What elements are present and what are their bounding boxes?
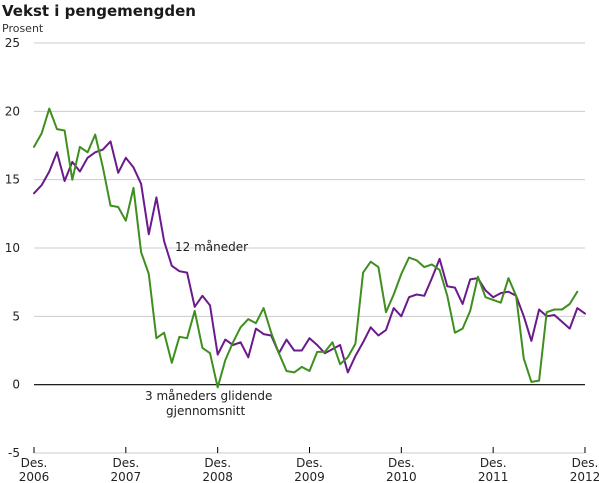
y-tick-label: 5 [12,309,20,323]
series-annotations: 12 måneder 3 måneders glidende gjennomsnit… [145,240,272,418]
x-tick-label: Des. 2010 [386,456,417,483]
x-tick-label: Des. 2011 [478,456,509,483]
y-axis-label: Prosent [2,22,44,35]
series-lines [33,107,586,389]
y-tick-label: 25 [5,36,20,50]
y-tick-label: 0 [12,378,20,392]
x-tick-label: Des. 2006 [19,456,50,483]
y-tick-label: 20 [5,104,20,118]
y-tick-label: 10 [5,241,20,255]
y-tick-label: -5 [8,446,20,460]
x-tick-labels: Des. 2006 Des. 2007 Des. 2008 Des. 2009 Des. 2010… [19,456,599,483]
x-tick-label: Des. 2009 [294,456,325,483]
x-tick-label: Des. 2012 [570,456,599,483]
chart-title: Vekst i pengemengden [2,2,196,20]
series-annotation: 12 måneder [175,240,248,254]
x-tick-label: Des. 2007 [111,456,142,483]
series-annotation: 3 måneders glidende gjennomsnitt [145,389,272,418]
gridlines [33,42,586,454]
x-tick-label: Des. 2008 [202,456,233,483]
y-tick-label: 15 [5,173,20,187]
y-tick-labels: -5 0 5 10 15 20 25 [5,36,20,460]
series-line [33,107,579,389]
series-line [33,140,586,374]
